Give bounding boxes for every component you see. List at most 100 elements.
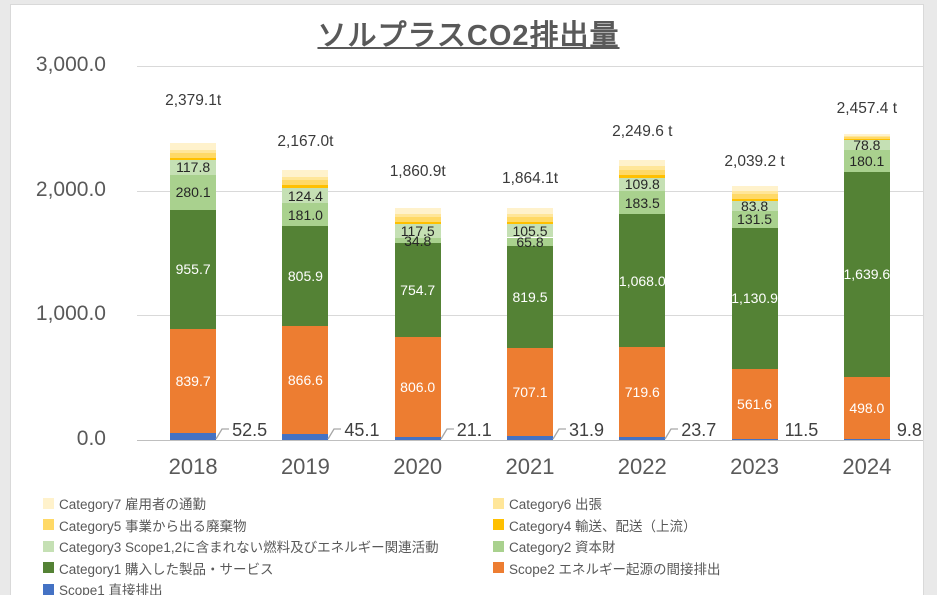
bar-segment-2021-series8 — [507, 207, 553, 215]
bar-segment-2021-series2: 819.5 — [507, 245, 553, 348]
bar-segment-2023-series0 — [731, 438, 778, 440]
segment-data-label: 181.0 — [287, 206, 323, 223]
segment-data-label: 117.8 — [176, 159, 211, 176]
callout-leader-line — [440, 427, 455, 445]
legend-swatch — [493, 540, 504, 552]
bar-segment-2021-series0 — [507, 436, 553, 440]
bar-segment-2023-series2: 1,130.9 — [731, 227, 778, 369]
segment-data-label: 105.5 — [512, 222, 548, 239]
bar-segment-2024-series3: 180.1 — [843, 149, 890, 173]
segment-data-label: 955.7 — [175, 261, 211, 278]
bar-segment-2021-series5 — [507, 222, 553, 225]
bar-segment-2022-series4: 109.8 — [619, 176, 666, 193]
y-axis-tick: 2,000.0 — [35, 177, 106, 201]
legend-swatch — [493, 497, 504, 509]
segment-data-label: 839.7 — [175, 373, 211, 390]
bar-segment-2022-series5 — [619, 175, 666, 178]
y-axis-tick: 1,000.0 — [35, 302, 106, 326]
scope1-value-label: 23.7 — [681, 420, 717, 440]
callout-leader-line — [552, 427, 567, 445]
gridline — [137, 66, 923, 67]
bar-segment-2020-series1: 806.0 — [394, 336, 441, 438]
segment-data-label: 180.1 — [849, 153, 885, 170]
scope1-value-label: 45.1 — [344, 420, 380, 440]
bar-segment-2018-series3: 280.1 — [170, 174, 217, 210]
x-axis-label-2018: 2018 — [168, 454, 218, 479]
bar-segment-2020-series3: 34.8 — [394, 234, 441, 248]
segment-data-label: 1,068.0 — [618, 272, 666, 289]
legend-label: Scope1 直接排出 — [59, 583, 163, 595]
segment-data-label: 561.6 — [737, 395, 773, 412]
bar-segment-2021-series3: 65.8 — [507, 235, 553, 249]
bar-segment-2021-series6 — [507, 216, 553, 223]
scope1-value-label: 21.1 — [456, 420, 492, 440]
legend-swatch — [43, 519, 54, 530]
bar-segment-2022-series2: 1,068.0 — [618, 214, 666, 348]
legend-label: Category7 雇用者の通勤 — [59, 497, 207, 512]
bar-segment-2023-series6 — [731, 193, 778, 199]
scope1-value-label: 52.5 — [232, 420, 268, 440]
bar-segment-2019-series0 — [282, 434, 329, 440]
x-axis-label-2021: 2021 — [505, 454, 555, 479]
bar-segment-2020-series8 — [394, 207, 441, 215]
bar-total-label: 1,864.1t — [501, 169, 559, 187]
bar-segment-2021-series7 — [507, 214, 553, 217]
segment-data-label: 34.8 — [404, 232, 432, 249]
segment-data-label: 183.5 — [624, 194, 660, 211]
bar-segment-2019-series6 — [282, 179, 329, 186]
legend-item: Category4 輸送、配送（上流） — [493, 515, 697, 535]
legend-label: Category3 Scope1,2に含まれない燃料及びエネルギー関連活動 — [59, 540, 439, 555]
bar-segment-2022-series8 — [619, 159, 666, 167]
legend-swatch — [493, 519, 504, 530]
legend-label: Category6 出張 — [509, 497, 603, 512]
bar-segment-2024-series0 — [843, 438, 890, 440]
bar-total-label: 2,379.1t — [165, 92, 222, 110]
bar-segment-2018-series0 — [170, 433, 217, 440]
legend-item: Category1 購入した製品・サービス — [43, 558, 274, 578]
x-axis-label-2022: 2022 — [617, 454, 667, 479]
bar-segment-2019-series8 — [282, 169, 329, 177]
legend-swatch — [43, 562, 54, 573]
segment-data-label: 131.5 — [737, 211, 773, 228]
bar-segment-2019-series7 — [282, 176, 329, 180]
bar-segment-2018-series7 — [170, 150, 217, 154]
segment-data-label: 83.8 — [740, 197, 769, 214]
bar-segment-2023-series8 — [731, 185, 778, 192]
y-axis-tick: 0.0 — [76, 427, 106, 450]
y-axis-tick: 3,000.0 — [35, 53, 106, 76]
legend-label: Category1 購入した製品・サービス — [59, 561, 274, 577]
legend-item: Category6 出張 — [493, 493, 602, 513]
scope1-value-label: 9.8 — [896, 420, 922, 440]
gridline — [137, 190, 923, 192]
bar-total-label: 2,039.2 t — [724, 152, 785, 170]
bar-segment-2019-series4: 124.4 — [282, 187, 329, 204]
bar-segment-2019-series2: 805.9 — [282, 225, 329, 327]
bar-segment-2022-series1: 719.6 — [619, 347, 666, 438]
bar-segment-2018-series6 — [170, 153, 217, 159]
bar-segment-2019-series1: 866.6 — [282, 326, 329, 435]
segment-data-label: 1,639.6 — [843, 266, 891, 283]
bar-segment-2018-series8 — [170, 143, 217, 151]
legend-swatch — [43, 583, 54, 595]
bar-segment-2023-series4: 83.8 — [731, 197, 778, 214]
bar-segment-2018-series2: 955.7 — [170, 209, 217, 329]
bar-segment-2018-series5 — [170, 158, 217, 160]
segment-data-label: 280.1 — [175, 184, 211, 201]
legend-item: Category3 Scope1,2に含まれない燃料及びエネルギー関連活動 — [43, 536, 439, 556]
bar-segment-2023-series5 — [731, 198, 778, 201]
x-axis-label-2023: 2023 — [730, 454, 780, 479]
segment-data-label: 109.8 — [624, 176, 660, 193]
bar-segment-2023-series7 — [731, 191, 778, 194]
segment-data-label: 707.1 — [512, 383, 548, 400]
legend-label: Scope2 エネルギー起源の間接排出 — [509, 561, 721, 577]
bar-segment-2023-series3: 131.5 — [731, 211, 778, 228]
bar-segment-2024-series5 — [843, 138, 890, 140]
segment-data-label: 806.0 — [400, 379, 436, 396]
bar-segment-2021-series1: 707.1 — [507, 347, 553, 436]
segment-data-label: 124.4 — [287, 187, 323, 204]
segment-data-label: 754.7 — [400, 281, 436, 298]
bar-total-label: 1,860.9t — [389, 162, 446, 180]
legend-label: Category5 事業から出る廃棄物 — [59, 518, 247, 534]
callout-leader-line — [664, 427, 679, 445]
x-axis-label-2020: 2020 — [393, 454, 443, 479]
